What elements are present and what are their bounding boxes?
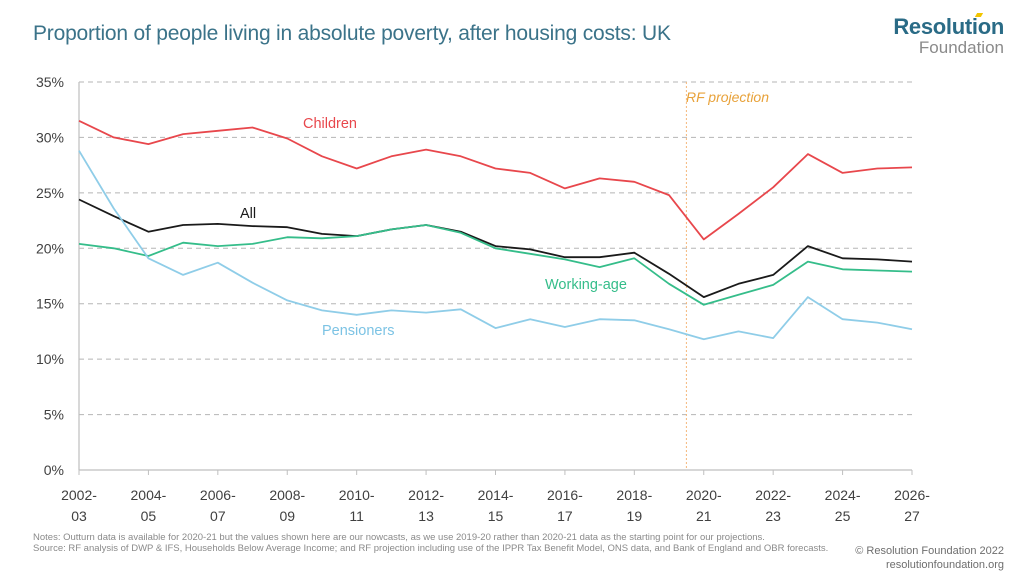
series-lines	[78, 119, 913, 341]
source-text: Source: RF analysis of DWP & IFS, Househ…	[33, 543, 829, 555]
x-tick-label: 2008-	[269, 487, 305, 503]
y-tick-label: 15%	[36, 296, 64, 312]
series-label-working-age: Working-age	[545, 277, 627, 293]
series-label-pensioners: Pensioners	[322, 323, 395, 339]
x-tick-label: 23	[765, 508, 781, 524]
resolution-foundation-logo: Resolution Foundation	[893, 13, 1004, 57]
chart-notes: Notes: Outturn data is available for 202…	[33, 532, 843, 554]
y-tick-label: 0%	[44, 462, 64, 478]
copyright-text: © Resolution Foundation 2022	[855, 545, 1004, 557]
projection-label: RF projection	[686, 89, 769, 105]
series-line-working-age	[78, 224, 913, 306]
x-tick-label: 07	[210, 508, 226, 524]
series-label-all: All	[240, 206, 256, 222]
notes-text: Notes: Outturn data is available for 202…	[33, 532, 765, 543]
y-tick-label: 30%	[36, 129, 64, 145]
x-axis-tick-labels: 2002- 03 2004- 05 2006- 07 2008- 09 2010- 11 2012-…	[61, 487, 930, 524]
y-tick-label: 25%	[36, 185, 64, 201]
y-tick-label: 5%	[44, 407, 64, 423]
x-tick-label: 2002-	[61, 487, 97, 503]
x-tick-label: 13	[418, 508, 434, 524]
chart-title: Proportion of people living in absolute …	[33, 22, 671, 45]
x-tick-label: 09	[279, 508, 295, 524]
x-tick-label: 2010-	[339, 487, 375, 503]
x-tick-label: 2022-	[755, 487, 791, 503]
x-tick-label: 17	[557, 508, 573, 524]
credit-block: © Resolution Foundation 2022 resolutionf…	[855, 544, 1004, 572]
x-tick-label: 19	[627, 508, 643, 524]
x-tick-label: 25	[835, 508, 851, 524]
y-tick-label: 35%	[36, 74, 64, 90]
x-tick-label: 05	[141, 508, 157, 524]
x-tick-label: 2014-	[478, 487, 514, 503]
x-tick-label: 2012-	[408, 487, 444, 503]
series-line-pensioners	[78, 150, 913, 341]
x-tick-label: 21	[696, 508, 712, 524]
logo-wordmark-top: Resolution	[893, 13, 1004, 39]
logo-wordmark-bottom: Foundation	[918, 38, 1004, 57]
x-tick-label: 15	[488, 508, 504, 524]
y-tick-label: 20%	[36, 240, 64, 256]
x-tick-label: 2006-	[200, 487, 236, 503]
x-tick-label: 2020-	[686, 487, 722, 503]
y-tick-label: 10%	[36, 351, 64, 367]
website-link[interactable]: resolutionfoundation.org	[885, 559, 1004, 571]
series-line-all	[78, 198, 913, 299]
x-tick-label: 2004-	[131, 487, 167, 503]
x-tick-label: 2016-	[547, 487, 583, 503]
series-line-children	[78, 119, 913, 241]
y-axis-tick-labels: 0% 5% 10% 15% 20% 25% 30% 35%	[36, 74, 64, 478]
series-label-children: Children	[303, 116, 357, 132]
x-tick-label: 11	[349, 508, 364, 524]
x-tick-label: 03	[71, 508, 87, 524]
x-tick-label: 2024-	[825, 487, 861, 503]
x-tick-label: 2026-	[894, 487, 930, 503]
axes	[78, 82, 913, 475]
x-tick-label: 2018-	[616, 487, 652, 503]
x-tick-label: 27	[904, 508, 920, 524]
series-labels: Children All Working-age Pensioners RF p…	[240, 89, 769, 339]
